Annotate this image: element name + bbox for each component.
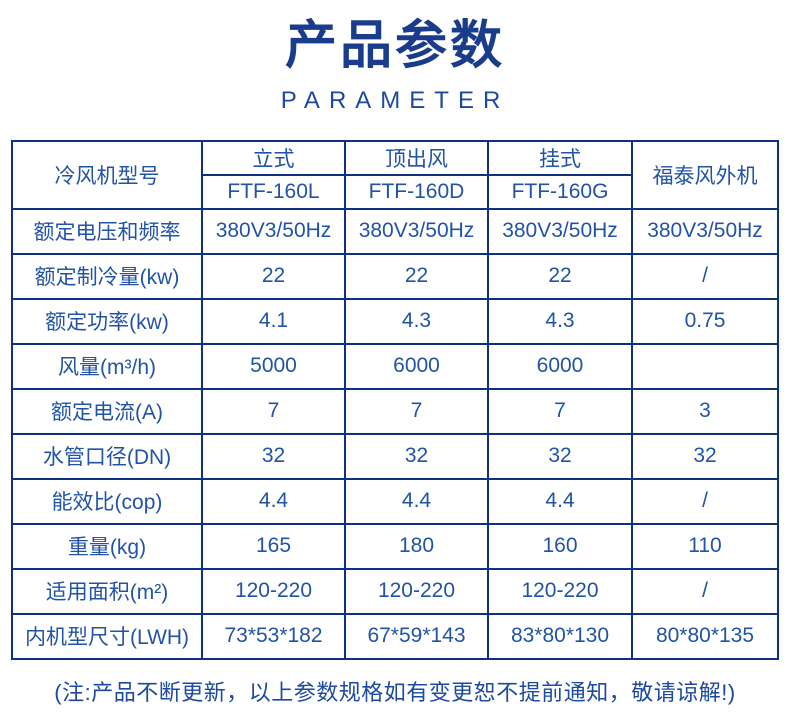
table-row-cooling-capacity: 额定制冷量(kw) 22 22 22 / xyxy=(11,252,779,300)
row-label: 重量(kg) xyxy=(11,522,203,570)
spec-value: 4.3 xyxy=(487,297,633,345)
spec-value: 380V3/50Hz xyxy=(487,207,633,255)
spec-value: 4.4 xyxy=(487,477,633,525)
model-column-header: 冷风机型号 xyxy=(11,139,203,210)
spec-value: 32 xyxy=(487,432,633,480)
header-row-type: 冷风机型号 立式 顶出风 挂式 福泰风外机 xyxy=(11,139,779,210)
header-row-model: FTF-160L FTF-160D FTF-160G xyxy=(12,173,778,210)
spec-value: 380V3/50Hz xyxy=(201,207,346,255)
row-label: 额定电压和频率 xyxy=(11,207,203,255)
column-type-topblow: 顶出风 xyxy=(344,139,489,176)
spec-value: / xyxy=(631,567,779,615)
spec-value: / xyxy=(631,477,779,525)
spec-value: 32 xyxy=(201,432,346,480)
spec-value: 180 xyxy=(344,522,489,570)
spec-value: 6000 xyxy=(344,342,489,390)
row-label: 额定功率(kw) xyxy=(11,297,203,345)
row-label: 适用面积(m²) xyxy=(11,567,203,615)
spec-value: 73*53*182 xyxy=(201,612,346,660)
row-label: 风量(m³/h) xyxy=(11,342,203,390)
spec-value: 120-220 xyxy=(344,567,489,615)
row-label: 内机型尺寸(LWH) xyxy=(11,612,203,660)
spec-value: 160 xyxy=(487,522,633,570)
spec-value: 380V3/50Hz xyxy=(631,207,779,255)
spec-value: 7 xyxy=(201,387,346,435)
table-row-voltage: 额定电压和频率 380V3/50Hz 380V3/50Hz 380V3/50Hz… xyxy=(11,207,779,255)
spec-value: 6000 xyxy=(487,342,633,390)
spec-value: 380V3/50Hz xyxy=(344,207,489,255)
table-row-unit-dimensions: 内机型尺寸(LWH) 73*53*182 67*59*143 83*80*130… xyxy=(11,612,779,660)
spec-value: 32 xyxy=(631,432,779,480)
spec-value: 4.4 xyxy=(344,477,489,525)
row-label: 额定制冷量(kw) xyxy=(11,252,203,300)
spec-value: 110 xyxy=(631,522,779,570)
column-type-wallmount: 挂式 xyxy=(487,139,633,176)
column-type-vertical: 立式 xyxy=(201,139,346,176)
table-row-rated-current: 额定电流(A) 7 7 7 3 xyxy=(11,387,779,435)
table-row-air-volume: 风量(m³/h) 5000 6000 6000 xyxy=(11,342,779,390)
spec-value: 7 xyxy=(487,387,633,435)
page-subtitle: PARAMETER xyxy=(280,87,510,114)
table-row-cop: 能效比(cop) 4.4 4.4 4.4 / xyxy=(11,477,779,525)
spec-value: 0.75 xyxy=(631,297,779,345)
spec-value: / xyxy=(631,252,779,300)
disclaimer-note: (注:产品不断更新，以上参数规格如有变更恕不提前通知，敬请谅解!) xyxy=(54,679,736,705)
spec-value: 4.3 xyxy=(344,297,489,345)
spec-value: 165 xyxy=(201,522,346,570)
spec-value: 4.4 xyxy=(201,477,346,525)
spec-value: 80*80*135 xyxy=(631,612,779,660)
table-row-weight: 重量(kg) 165 180 160 110 xyxy=(11,522,779,570)
product-parameter-sheet: 产品参数 PARAMETER 冷风机型号 立式 顶出风 挂式 福泰风外机 FTF… xyxy=(0,14,790,722)
spec-value: 4.1 xyxy=(201,297,346,345)
spec-table: 冷风机型号 立式 顶出风 挂式 福泰风外机 FTF-160L FTF-160D … xyxy=(11,139,779,660)
spec-value: 3 xyxy=(631,387,779,435)
spec-value: 120-220 xyxy=(487,567,633,615)
table-row-rated-power: 额定功率(kw) 4.1 4.3 4.3 0.75 xyxy=(11,297,779,345)
row-label: 额定电流(A) xyxy=(11,387,203,435)
model-ftf160d: FTF-160D xyxy=(344,173,489,210)
table-row-coverage-area: 适用面积(m²) 120-220 120-220 120-220 / xyxy=(11,567,779,615)
spec-value: 5000 xyxy=(201,342,346,390)
spec-value: 22 xyxy=(201,252,346,300)
row-label: 水管口径(DN) xyxy=(11,432,203,480)
spec-value: 22 xyxy=(487,252,633,300)
spec-value: 32 xyxy=(344,432,489,480)
model-ftf160l: FTF-160L xyxy=(201,173,346,210)
spec-value: 120-220 xyxy=(201,567,346,615)
spec-value: 22 xyxy=(344,252,489,300)
spec-value xyxy=(631,342,779,390)
spec-value: 83*80*130 xyxy=(487,612,633,660)
spec-value: 67*59*143 xyxy=(344,612,489,660)
outdoor-unit-column-header: 福泰风外机 xyxy=(631,139,779,210)
page-title: 产品参数 xyxy=(284,17,505,75)
row-label: 能效比(cop) xyxy=(11,477,203,525)
table-row-pipe-diameter: 水管口径(DN) 32 32 32 32 xyxy=(11,432,779,480)
model-ftf160g: FTF-160G xyxy=(487,173,633,210)
spec-value: 7 xyxy=(344,387,489,435)
